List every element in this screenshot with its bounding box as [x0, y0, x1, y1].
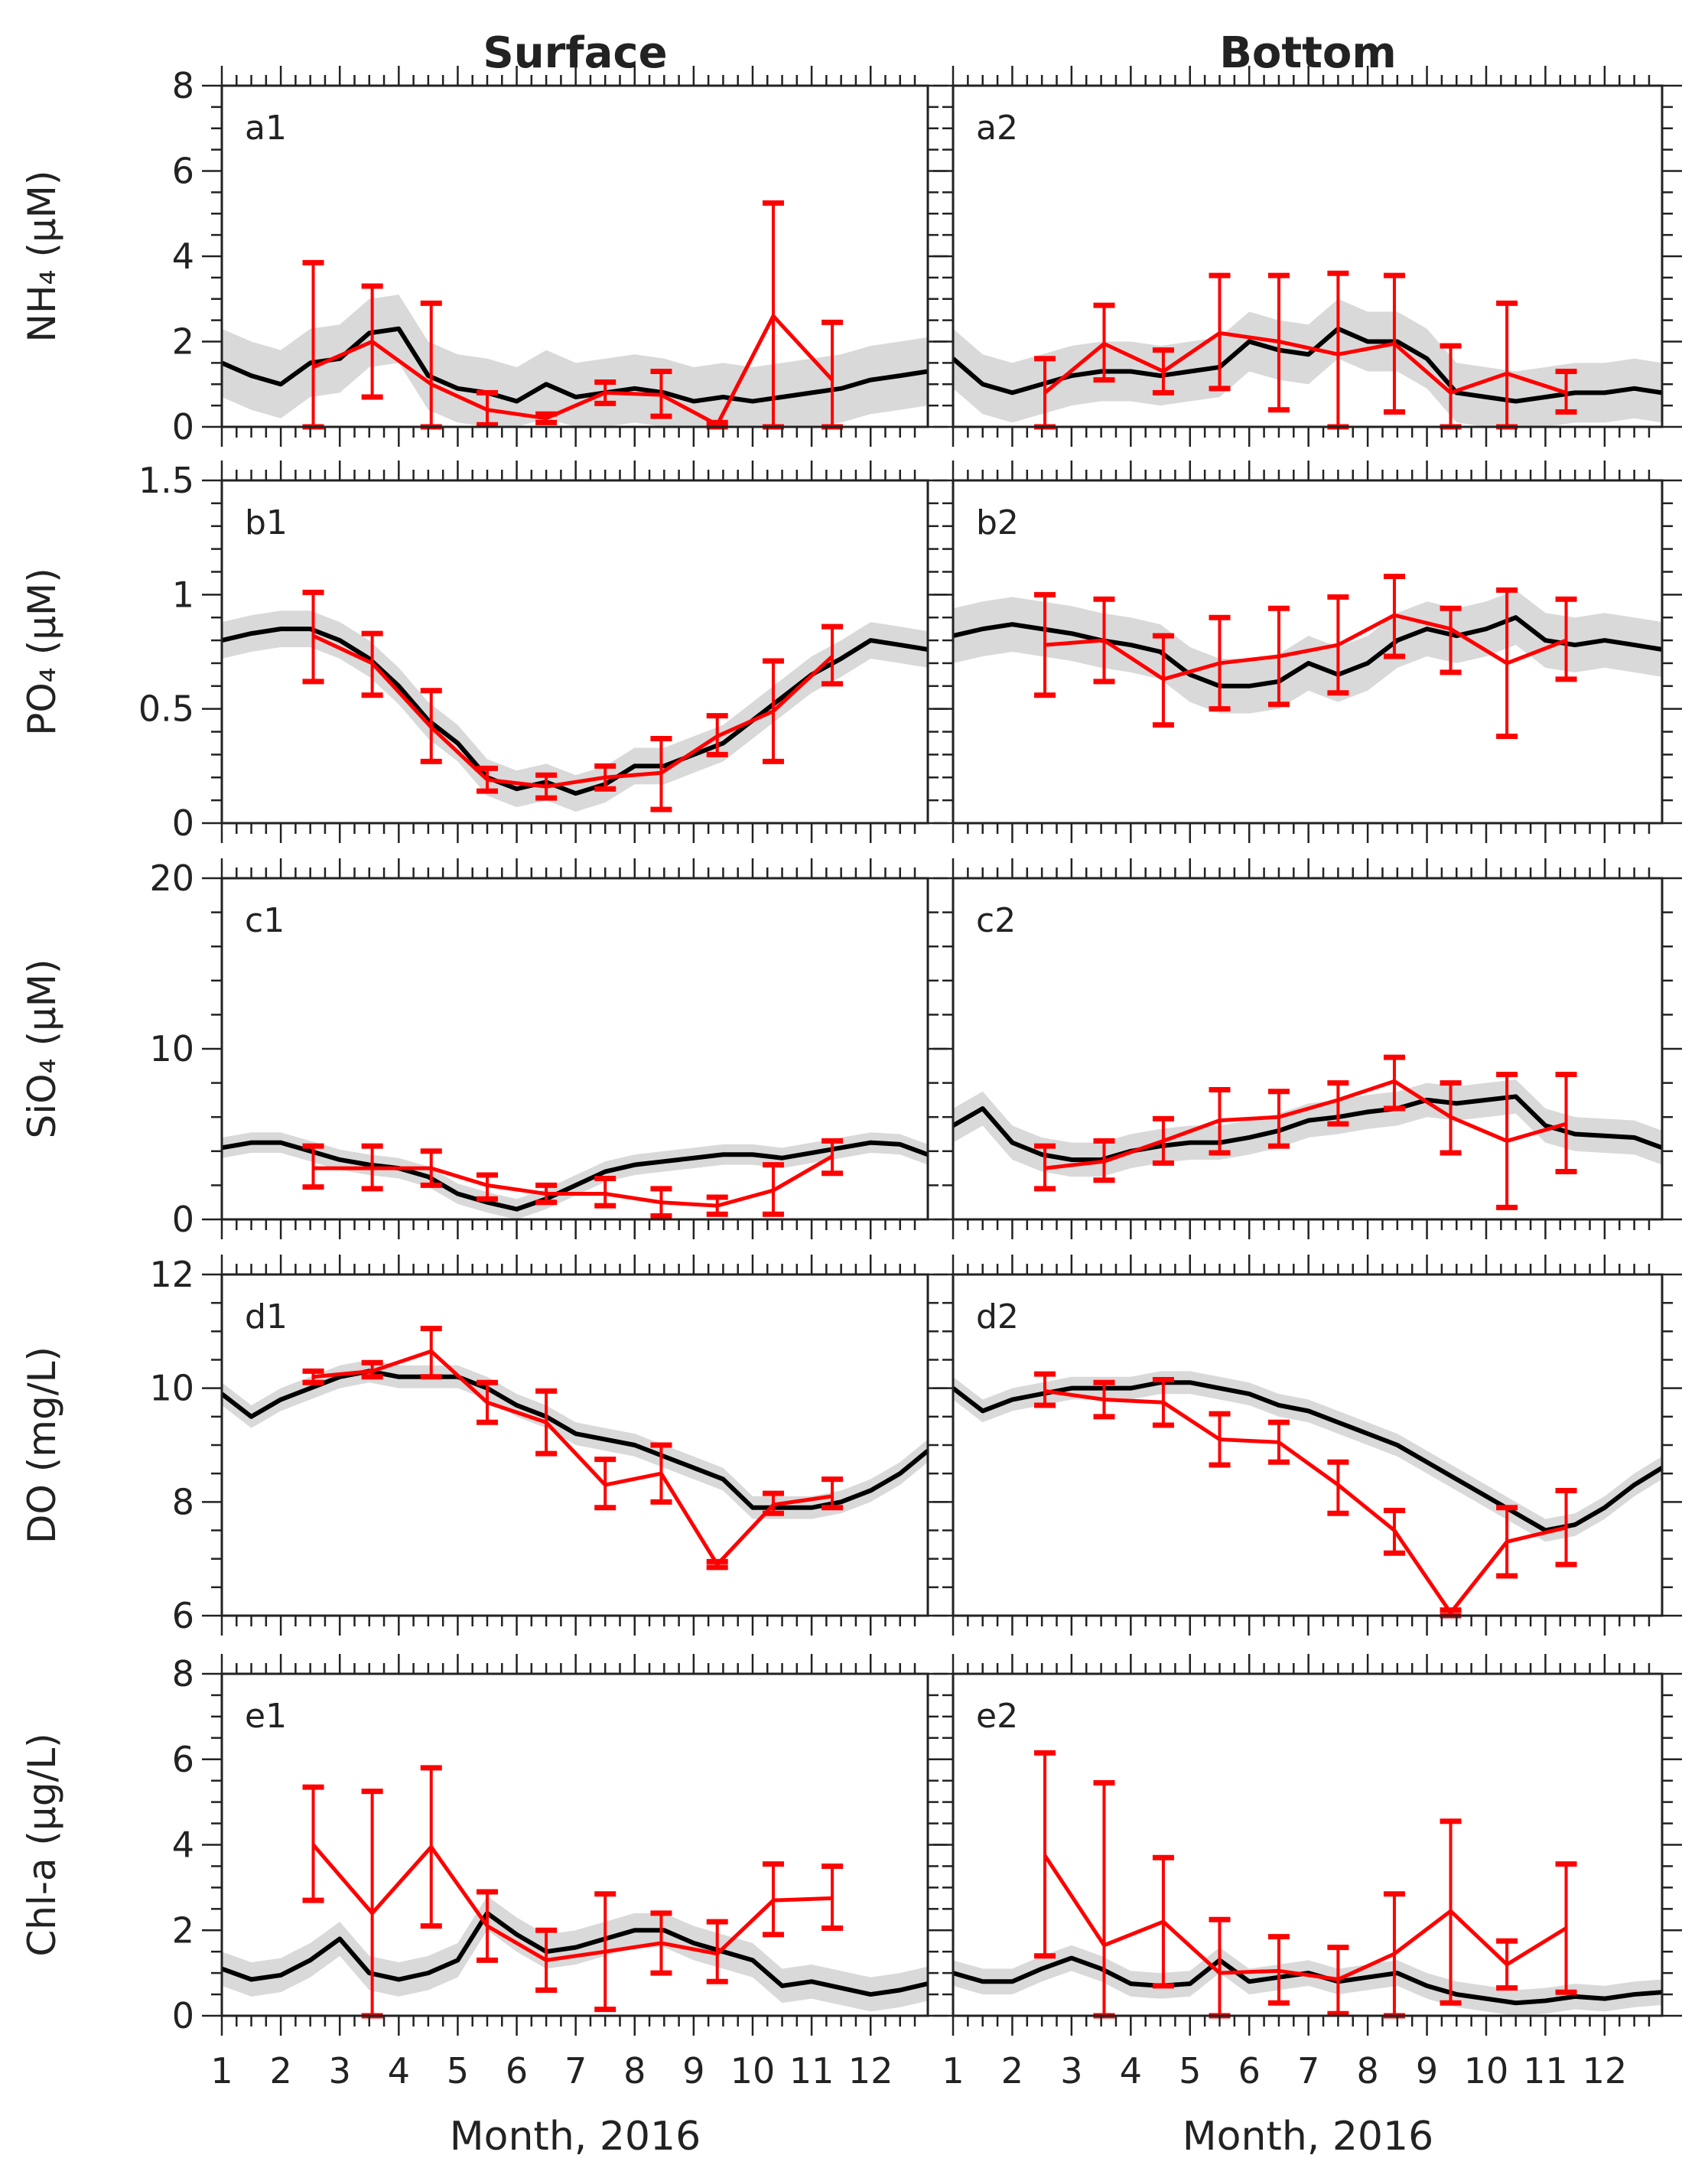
x-tick-label: 10 [1464, 2050, 1509, 2091]
x-tick-label: 4 [1120, 2050, 1142, 2091]
panel-a1: a1 0 2 4 6 8 [172, 65, 948, 448]
obs-mean-line [1044, 1388, 1567, 1616]
model-line [952, 1955, 1663, 2006]
x-tick-label: 10 [730, 2050, 776, 2091]
obs-mean-line [1043, 330, 1567, 396]
y-tick-label: 1.5 [138, 460, 194, 501]
panel-e2: e21 2 3 4 5 6 7 8 9 10 11 12 [933, 1654, 1682, 2091]
y-tick-label: 20 [149, 858, 194, 899]
x-axis-label-left: Month, 2016 [450, 2114, 701, 2160]
y-tick-label: 2 [172, 321, 194, 363]
model-line [220, 326, 929, 404]
x-tick-label: 1 [942, 2050, 964, 2091]
y-tick-label: 8 [172, 65, 194, 106]
obs-mean-line [1043, 1854, 1567, 1982]
panel-label: c2 [976, 901, 1016, 940]
x-tick-label: 7 [1297, 2050, 1319, 2091]
model-uncertainty-band [953, 1945, 1662, 2016]
x-tick-label: 5 [447, 2050, 469, 2091]
panel-label: b1 [245, 503, 288, 542]
x-tick-label: 9 [1416, 2050, 1438, 2091]
y-axis-label: Chl-a (μg/L) [20, 1733, 64, 1956]
panel-label: a2 [976, 109, 1018, 148]
x-tick-label: 11 [1523, 2050, 1568, 2091]
x-tick-label: 2 [1001, 2050, 1023, 2091]
model-uncertainty-band [953, 298, 1662, 427]
panel-a2: a2 [933, 66, 1682, 447]
panel-frame [220, 1273, 929, 1617]
x-tick-label: 4 [388, 2050, 410, 2091]
x-axis-label-right: Month, 2016 [1183, 2114, 1433, 2160]
x-tick-label: 3 [1060, 2050, 1082, 2091]
y-tick-label: 8 [172, 1653, 194, 1694]
panel-label: e2 [976, 1697, 1018, 1736]
x-tick-label: 8 [623, 2050, 646, 2091]
x-tick-label: 1 [210, 2050, 233, 2091]
y-axis-label: SiO₄ (μM) [20, 959, 64, 1139]
panel-label: a1 [245, 109, 287, 148]
obs-mean-line [312, 633, 834, 789]
y-tick-label: 0 [172, 406, 194, 448]
x-tick-label: 9 [682, 2050, 704, 2091]
panel-label: c1 [245, 901, 285, 940]
panel-label: e1 [245, 1697, 287, 1736]
model-line [220, 1369, 929, 1510]
y-tick-label: 10 [149, 1368, 194, 1409]
model-line [952, 1094, 1664, 1162]
obs-mean-line [312, 312, 834, 428]
panel-c2: c2 [933, 858, 1682, 1239]
panel-d1: d1 6 8 10 12 [149, 1254, 948, 1636]
y-tick-label: 6 [172, 151, 194, 192]
y-tick-label: 10 [149, 1028, 194, 1069]
y-tick-label: 0 [172, 802, 194, 844]
y-tick-label: 0 [172, 1995, 194, 2036]
model-line [952, 326, 1663, 404]
panel-c1: c1 0 10 20 [149, 858, 948, 1240]
panel-label: b2 [976, 503, 1019, 542]
obs-mean-line [1044, 1079, 1567, 1170]
y-tick-label: 1 [172, 574, 194, 615]
y-tick-label: 4 [172, 1825, 194, 1866]
panel-d2: d2 [933, 1255, 1682, 1636]
x-tick-label: 6 [1238, 2050, 1261, 2091]
obs-mean-line [313, 1349, 833, 1568]
x-tick-label: 7 [564, 2050, 587, 2091]
panel-label: d1 [245, 1297, 288, 1336]
y-tick-label: 12 [149, 1254, 194, 1295]
x-tick-label: 12 [848, 2050, 893, 2091]
x-tick-label: 2 [269, 2050, 291, 2091]
x-tick-label: 8 [1356, 2050, 1378, 2091]
y-tick-label: 0 [172, 1199, 194, 1240]
x-tick-label: 12 [1583, 2050, 1628, 2091]
x-tick-label: 11 [789, 2050, 834, 2091]
y-tick-label: 2 [172, 1909, 194, 1951]
panel-label: d2 [976, 1297, 1019, 1336]
y-tick-label: 0.5 [138, 688, 194, 730]
obs-mean-line [1044, 613, 1567, 682]
y-tick-label: 6 [172, 1595, 194, 1636]
model-line [220, 1910, 929, 1997]
obs-mean-line [313, 1154, 834, 1208]
y-tick-label: 6 [172, 1739, 194, 1780]
x-tick-label: 3 [329, 2050, 351, 2091]
model-line [221, 1140, 929, 1212]
model-line [952, 615, 1663, 688]
y-tick-label: 4 [172, 236, 194, 277]
x-tick-label: 6 [506, 2050, 528, 2091]
y-axis-label: PO₄ (μM) [20, 568, 64, 735]
obs-mean-line [311, 1843, 833, 1962]
model-line [952, 1380, 1664, 1533]
y-axis-label: NH₄ (μM) [20, 171, 64, 343]
model-uncertainty-band [222, 1896, 928, 2012]
x-tick-label: 5 [1179, 2050, 1201, 2091]
y-tick-label: 8 [172, 1481, 194, 1522]
y-axis-label: DO (mg/L) [20, 1346, 64, 1544]
model-uncertainty-band [953, 1371, 1662, 1542]
panel-b1: b1 0 0.5 1 1.5 [138, 460, 948, 844]
panel-b2: b2 [933, 461, 1682, 843]
model-uncertainty-band [222, 1359, 928, 1519]
